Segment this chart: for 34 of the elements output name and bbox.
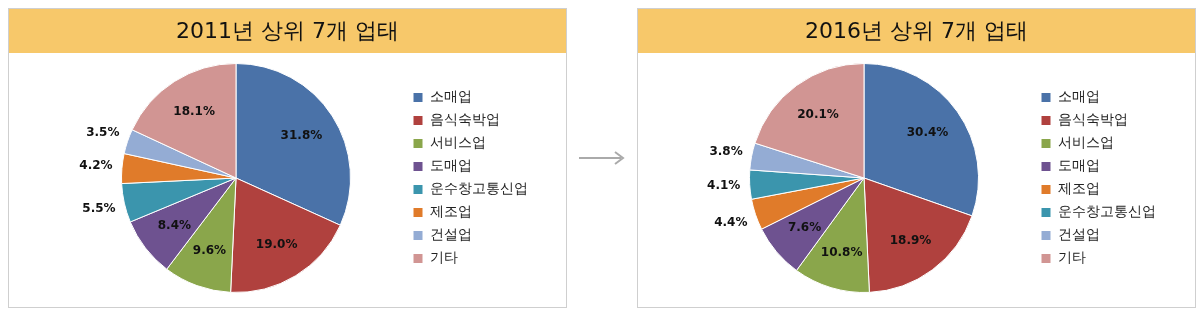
data-label: 8.4% [157,217,191,232]
legend-label: 제조업 [1058,180,1101,197]
legend-label: 도매업 [1058,157,1101,174]
data-label: 18.9% [890,232,932,247]
data-label: 31.8% [280,127,322,142]
legend-label: 도매업 [429,157,472,174]
legend-label: 운수창고통신업 [429,180,528,197]
data-label: 30.4% [907,125,949,140]
legend-label: 기타 [429,249,458,266]
data-label: 19.0% [255,236,297,251]
data-label: 10.8% [821,244,863,259]
data-label: 4.4% [714,214,748,229]
legend-label: 서비스업 [1058,134,1115,151]
data-label: 9.6% [192,243,226,258]
legend-label: 소매업 [1058,88,1101,105]
legend-label: 서비스업 [429,134,486,151]
data-label: 3.8% [709,143,744,158]
legend-label: 기타 [1058,249,1087,266]
legend-label: 건설업 [1058,226,1101,243]
data-label: 4.2% [78,158,113,173]
data-label: 20.1% [797,107,840,122]
data-label: 3.5% [85,125,119,140]
data-label: 4.1% [707,178,741,193]
legend-label: 제조업 [429,203,472,220]
chart-title: 2016년 상위 7개 업태 [637,9,1196,53]
data-label: 5.5% [81,200,116,215]
data-label: 18.1% [172,104,215,119]
data-label: 7.6% [788,220,822,235]
legend-label: 운수창고통신업 [1058,203,1157,220]
legend-label: 소매업 [429,88,472,105]
legend-label: 건설업 [429,226,472,243]
legend-label: 음식숙박업 [1058,111,1129,128]
chart-title: 2011년 상위 7개 업태 [9,9,567,53]
legend-label: 음식숙박업 [429,111,500,128]
